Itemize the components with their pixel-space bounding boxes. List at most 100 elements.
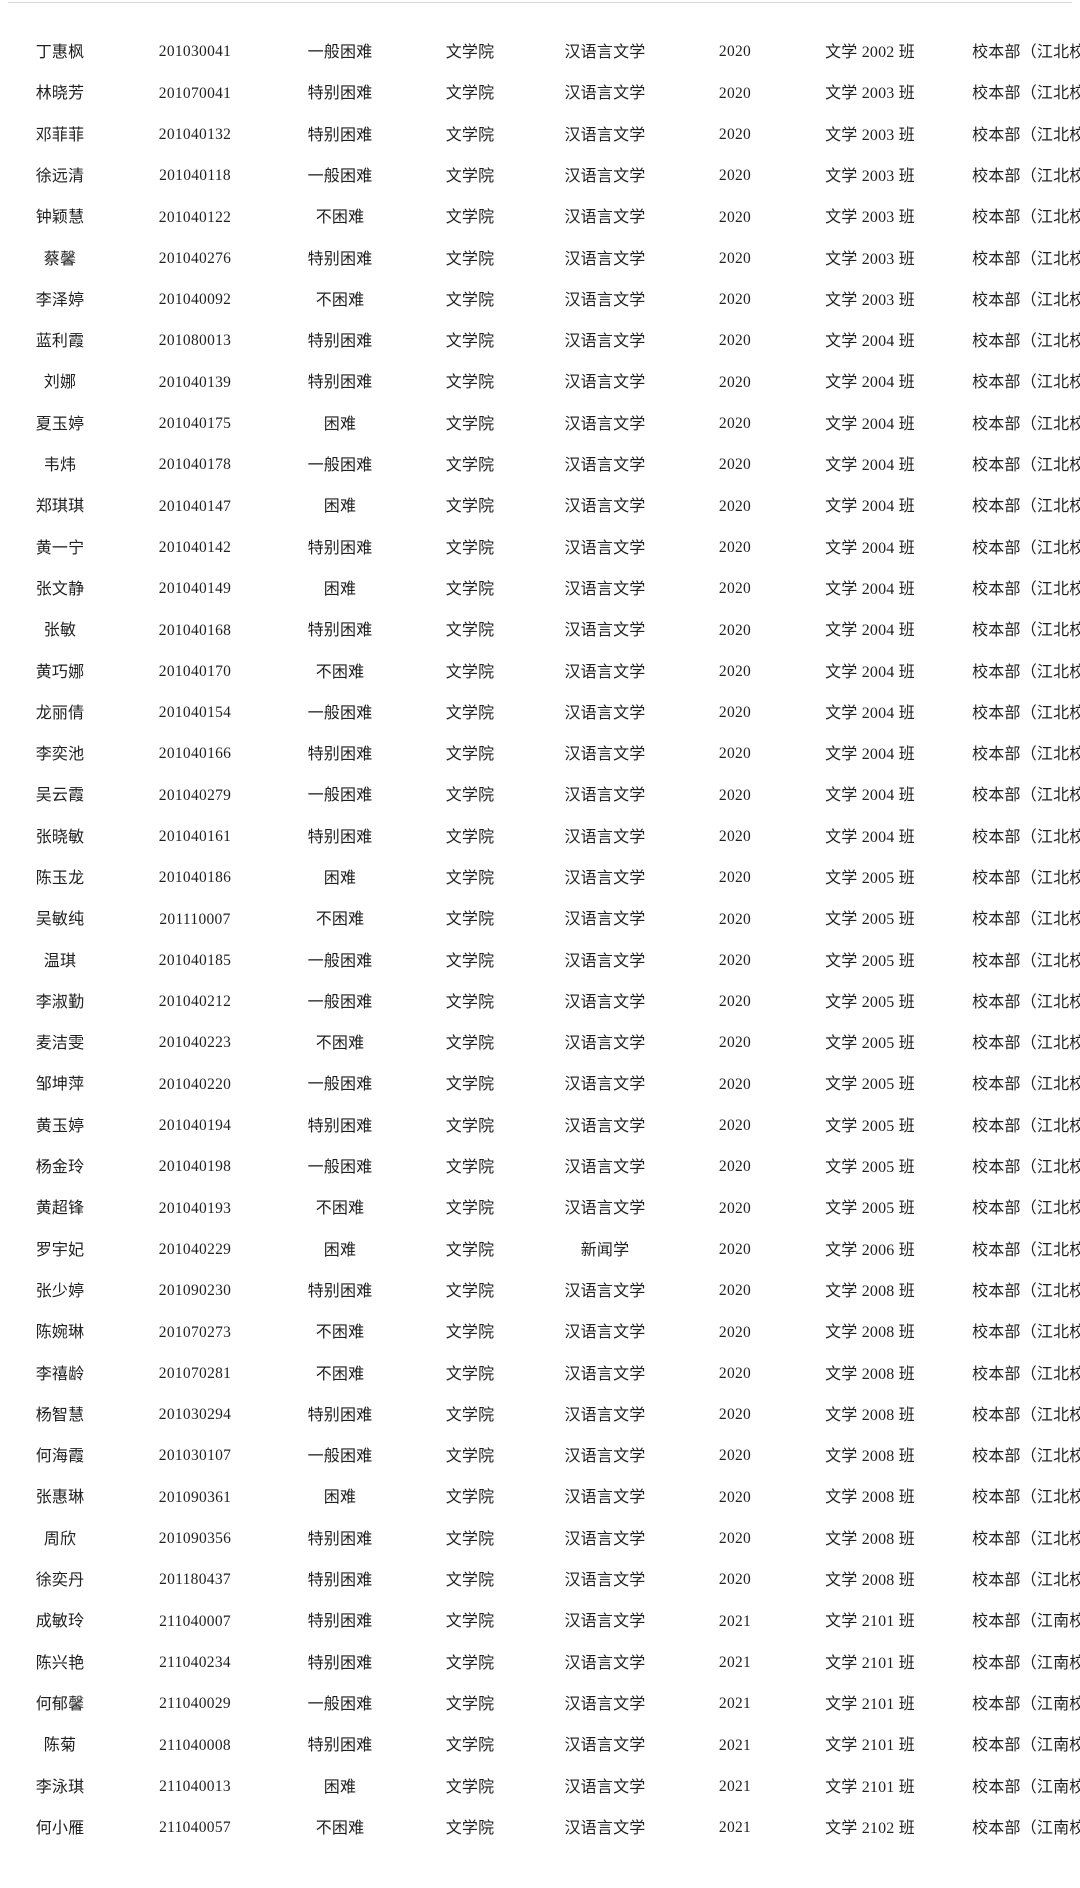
cell-year: 2020 <box>718 332 752 350</box>
cell-sid: 211040007 <box>159 1612 231 1630</box>
cell-year: 2020 <box>718 1117 752 1135</box>
cell-sid: 201030041 <box>158 43 232 61</box>
cell-year: 2020 <box>718 373 752 391</box>
table-row: 张晓敏 201040161 特别困难 文学院 汉语言文学 2020 文学 2004 班 校本部… <box>0 817 1080 858</box>
cell-sid: 201070041 <box>158 84 232 102</box>
cell-name: 韦炜 <box>43 457 77 475</box>
cell-major: 汉语言文学 <box>564 457 646 475</box>
cell-campus: 校本部（江北校区） <box>972 787 1080 805</box>
cell-college: 文学院 <box>445 1778 495 1796</box>
cell-campus: 校本部（江南校区） <box>972 1737 1080 1755</box>
cell-major: 汉语言文学 <box>564 1076 646 1094</box>
cell-year: 2020 <box>718 1530 752 1548</box>
cell-level: 一般困难 <box>307 457 373 475</box>
cell-campus: 校本部（江北校区） <box>972 663 1080 681</box>
cell-college: 文学院 <box>445 911 495 929</box>
cell-class: 文学 2005 班 <box>825 1035 915 1053</box>
cell-college: 文学院 <box>445 787 495 805</box>
cell-year: 2021 <box>718 1612 752 1630</box>
cell-name: 郑琪琪 <box>35 498 85 516</box>
cell-campus: 校本部（江北校区） <box>972 1572 1080 1590</box>
cell-campus: 校本部（江北校区） <box>972 333 1080 351</box>
table-row: 龙丽倩 201040154 一般困难 文学院 汉语言文学 2020 文学 2004 班 校本部… <box>0 693 1080 734</box>
cell-college: 文学院 <box>445 1159 495 1177</box>
cell-level: 特别困难 <box>307 1654 373 1672</box>
cell-college: 文学院 <box>445 622 495 640</box>
table-row: 蔡馨 201040276 特别困难 文学院 汉语言文学 2020 文学 2003 班 校本部（… <box>0 238 1080 279</box>
cell-college: 文学院 <box>445 1035 495 1053</box>
cell-campus: 校本部（江北校区） <box>972 704 1080 722</box>
cell-year: 2020 <box>718 869 752 887</box>
cell-sid: 201040170 <box>158 662 232 680</box>
cell-college: 文学院 <box>445 1572 495 1590</box>
cell-class: 文学 2003 班 <box>825 250 915 268</box>
cell-sid: 201090361 <box>158 1488 232 1506</box>
cell-name: 黄一宁 <box>35 539 85 557</box>
cell-major: 汉语言文学 <box>564 746 646 764</box>
cell-level: 特别困难 <box>307 746 373 764</box>
cell-major: 汉语言文学 <box>564 167 646 185</box>
cell-year: 2021 <box>718 1695 752 1713</box>
cell-level: 困难 <box>323 1489 357 1507</box>
cell-level: 一般困难 <box>307 704 373 722</box>
cell-campus: 校本部（江北校区） <box>972 374 1080 392</box>
cell-college: 文学院 <box>445 85 495 103</box>
cell-name: 黄巧娜 <box>35 663 85 681</box>
cell-class: 文学 2101 班 <box>825 1613 915 1631</box>
table-row: 李禧龄 201070281 不困难 文学院 汉语言文学 2020 文学 2008 班 校本部（… <box>0 1354 1080 1395</box>
cell-level: 困难 <box>323 1778 357 1796</box>
cell-year: 2020 <box>718 249 752 267</box>
cell-campus: 校本部（江北校区） <box>972 415 1080 433</box>
cell-level: 困难 <box>323 1241 357 1259</box>
cell-name: 李泳琪 <box>35 1778 85 1796</box>
cell-level: 一般困难 <box>307 952 373 970</box>
cell-class: 文学 2005 班 <box>825 1117 915 1135</box>
table-row: 陈婉琳 201070273 不困难 文学院 汉语言文学 2020 文学 2008 班 校本部（… <box>0 1312 1080 1353</box>
cell-level: 特别困难 <box>307 1737 373 1755</box>
cell-major: 汉语言文学 <box>564 1489 646 1507</box>
cell-name: 周欣 <box>43 1530 77 1548</box>
cell-level: 一般困难 <box>307 1695 373 1713</box>
cell-name: 陈婉琳 <box>35 1324 85 1342</box>
cell-class: 文学 2101 班 <box>825 1737 915 1755</box>
cell-sid: 211040234 <box>159 1653 231 1671</box>
cell-class: 文学 2101 班 <box>825 1654 915 1672</box>
table-row: 罗宇妃 201040229 困难 文学院 新闻学 2020 文学 2006 班 校本部（江北校… <box>0 1230 1080 1271</box>
cell-major: 汉语言文学 <box>564 1406 646 1424</box>
cell-class: 文学 2008 班 <box>825 1530 915 1548</box>
table-row: 钟颖慧 201040122 不困难 文学院 汉语言文学 2020 文学 2003 班 校本部（… <box>0 197 1080 238</box>
student-aid-roster-table: 丁惠枫 201030041 一般困难 文学院 汉语言文学 2020 文学 2002 班校本部… <box>0 32 1080 1849</box>
cell-year: 2020 <box>718 1488 752 1506</box>
cell-college: 文学院 <box>445 993 495 1011</box>
cell-major: 汉语言文学 <box>564 1530 646 1548</box>
table-row: 吴云霞 201040279 一般困难 文学院 汉语言文学 2020 文学 2004 班 校本部… <box>0 775 1080 816</box>
cell-sid: 201110007 <box>159 910 231 928</box>
cell-major: 汉语言文学 <box>564 1035 646 1053</box>
cell-sid: 201040092 <box>158 291 232 309</box>
table-row: 麦洁雯 201040223 不困难 文学院 汉语言文学 2020 文学 2005 班 校本部（… <box>0 1023 1080 1064</box>
cell-name: 何郁馨 <box>35 1695 85 1713</box>
cell-year: 2020 <box>718 704 752 722</box>
cell-sid: 201040193 <box>158 1199 232 1217</box>
cell-major: 汉语言文学 <box>564 1200 646 1218</box>
table-row: 邹坤萍 201040220 一般困难 文学院 汉语言文学 2020 文学 2005 班 校本部… <box>0 1064 1080 1105</box>
cell-year: 2020 <box>718 43 752 61</box>
cell-level: 特别困难 <box>307 1117 373 1135</box>
cell-campus: 校本部（江北校区） <box>972 457 1080 475</box>
cell-college: 文学院 <box>445 333 495 351</box>
table-row: 刘娜 201040139 特别困难 文学院 汉语言文学 2020 文学 2004 班 校本部（… <box>0 362 1080 403</box>
cell-name: 夏玉婷 <box>35 415 85 433</box>
cell-sid: 201030107 <box>158 1447 232 1465</box>
cell-class: 文学 2005 班 <box>825 1200 915 1218</box>
cell-year: 2020 <box>718 1571 752 1589</box>
table-row: 黄玉婷 201040194 特别困难 文学院 汉语言文学 2020 文学 2005 班 校本部… <box>0 1106 1080 1147</box>
cell-year: 2020 <box>718 125 752 143</box>
cell-college: 文学院 <box>445 1324 495 1342</box>
cell-college: 文学院 <box>445 1241 495 1259</box>
cell-year: 2020 <box>718 1158 752 1176</box>
cell-level: 特别困难 <box>307 539 373 557</box>
cell-sid: 201040198 <box>158 1158 232 1176</box>
cell-major: 汉语言文学 <box>564 85 646 103</box>
cell-name: 龙丽倩 <box>35 704 85 722</box>
cell-level: 特别困难 <box>307 85 373 103</box>
